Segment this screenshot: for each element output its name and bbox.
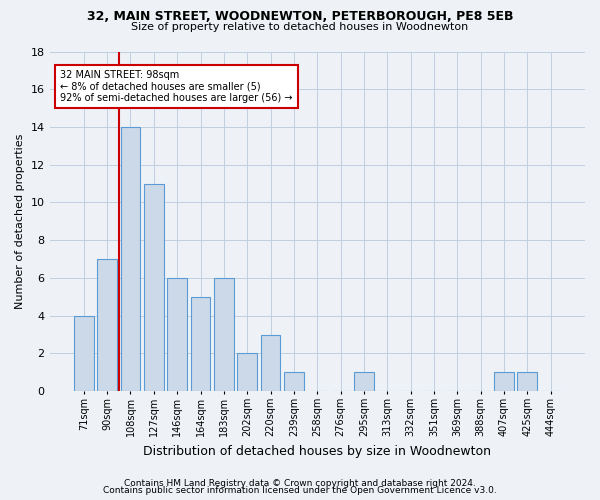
Text: Contains public sector information licensed under the Open Government Licence v3: Contains public sector information licen… [103, 486, 497, 495]
Y-axis label: Number of detached properties: Number of detached properties [15, 134, 25, 309]
Bar [494, 372, 514, 391]
Bar [238, 354, 257, 391]
Text: Contains HM Land Registry data © Crown copyright and database right 2024.: Contains HM Land Registry data © Crown c… [124, 478, 476, 488]
Bar [167, 278, 187, 391]
Text: Size of property relative to detached houses in Woodnewton: Size of property relative to detached ho… [131, 22, 469, 32]
Bar [517, 372, 538, 391]
X-axis label: Distribution of detached houses by size in Woodnewton: Distribution of detached houses by size … [143, 444, 491, 458]
Bar [214, 278, 234, 391]
Bar [121, 127, 140, 391]
Text: 32, MAIN STREET, WOODNEWTON, PETERBOROUGH, PE8 5EB: 32, MAIN STREET, WOODNEWTON, PETERBOROUG… [87, 10, 513, 23]
Bar [144, 184, 164, 391]
Text: 32 MAIN STREET: 98sqm
← 8% of detached houses are smaller (5)
92% of semi-detach: 32 MAIN STREET: 98sqm ← 8% of detached h… [60, 70, 293, 103]
Bar [74, 316, 94, 391]
Bar [191, 297, 211, 391]
Bar [97, 259, 117, 391]
Bar [354, 372, 374, 391]
Bar [260, 334, 280, 391]
Bar [284, 372, 304, 391]
